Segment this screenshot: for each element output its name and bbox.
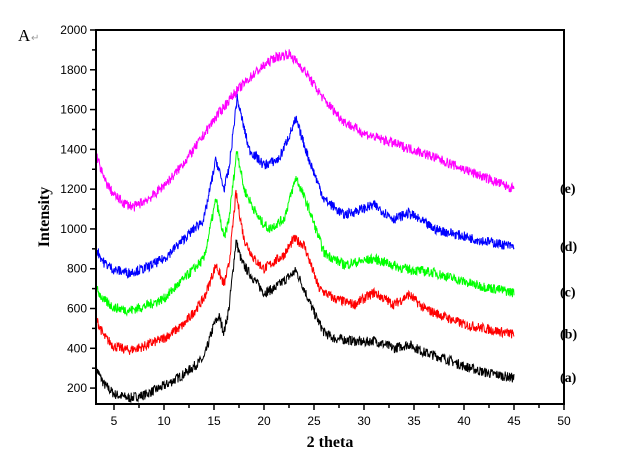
series-label: (a) bbox=[560, 371, 577, 386]
series-label: (d) bbox=[560, 240, 577, 255]
return-mark: ↵ bbox=[31, 33, 39, 44]
x-tick-label: 30 bbox=[357, 414, 371, 428]
plot-frame bbox=[95, 29, 565, 405]
series-label: (e) bbox=[560, 182, 576, 197]
series-labels: (a) (b) (c) (d) (e) bbox=[560, 182, 577, 386]
y-tick-label: 1600 bbox=[60, 103, 87, 117]
y-tick-label: 800 bbox=[67, 262, 87, 276]
y-tick-label: 1000 bbox=[60, 222, 87, 236]
series-layer bbox=[95, 49, 515, 404]
x-tick-label: 40 bbox=[457, 414, 471, 428]
panel-label: A bbox=[18, 26, 31, 45]
y-tick-label: 1200 bbox=[60, 182, 87, 196]
y-tick-label: 600 bbox=[67, 302, 87, 316]
y-tick-label: 1400 bbox=[60, 142, 87, 156]
x-tick-label: 25 bbox=[307, 414, 321, 428]
y-tick-label: 2000 bbox=[60, 23, 87, 37]
x-axis-label: 2 theta bbox=[307, 434, 354, 451]
x-tick-label: 10 bbox=[157, 414, 171, 428]
y-axis-label: Intensity bbox=[36, 187, 53, 247]
y-tick-label: 200 bbox=[67, 381, 87, 395]
x-tick-label: 5 bbox=[111, 414, 118, 428]
x-tick-label: 20 bbox=[257, 414, 271, 428]
series-label: (c) bbox=[560, 286, 576, 301]
x-tick-label: 35 bbox=[407, 414, 421, 428]
y-tick-label: 400 bbox=[67, 341, 87, 355]
series-line-d bbox=[95, 93, 515, 280]
series-line-a bbox=[95, 239, 515, 404]
series-line-c bbox=[95, 151, 515, 317]
series-label: (b) bbox=[560, 327, 577, 342]
x-tick-label: 45 bbox=[507, 414, 521, 428]
series-line-e bbox=[95, 49, 515, 212]
x-tick-label: 15 bbox=[207, 414, 221, 428]
x-tick-label: 50 bbox=[557, 414, 571, 428]
axes: 5 10 15 20 25 30 35 40 45 50 200 400 600 800 1000 1200 1… bbox=[60, 23, 571, 428]
series-line-b bbox=[95, 189, 515, 355]
y-tick-label: 1800 bbox=[60, 63, 87, 77]
